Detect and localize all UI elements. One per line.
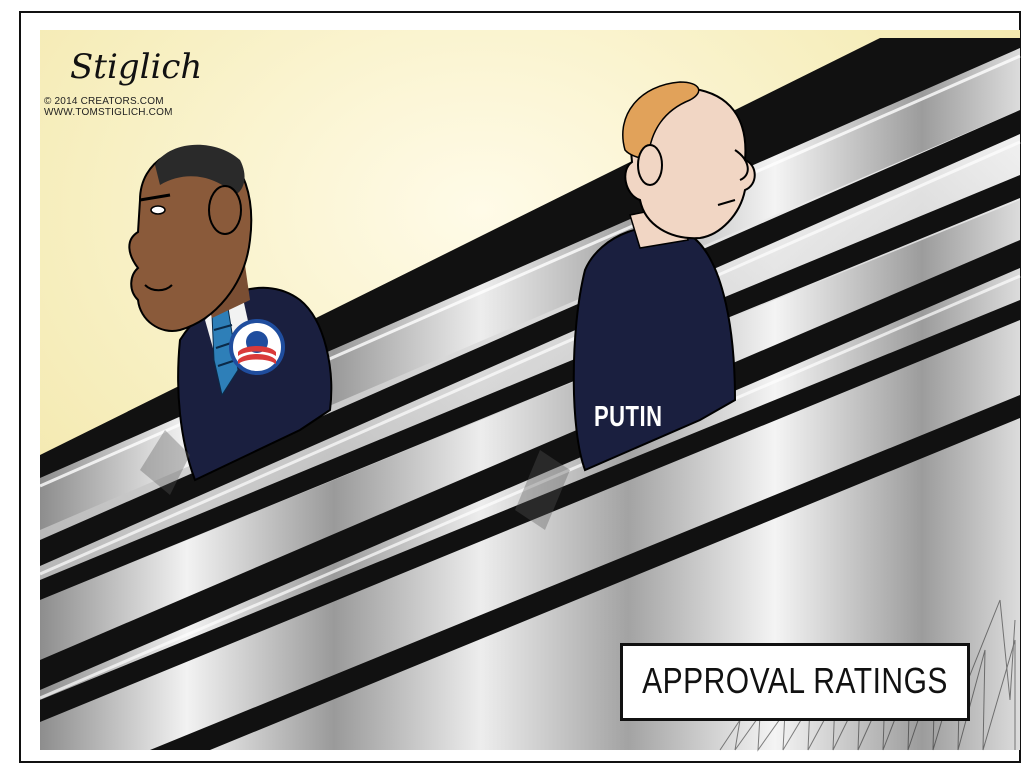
- rail-highlight-2: [39, 140, 1021, 576]
- obama-eye: [150, 205, 166, 215]
- artist-signature: Stiglich: [70, 47, 202, 87]
- handrail-middle: [40, 175, 1020, 600]
- website-text: WWW.TOMSTIGLICH.COM: [44, 107, 173, 118]
- obama-mouth: [144, 284, 173, 292]
- handrail-bottom: [40, 300, 1020, 722]
- handrail-upper: [40, 110, 1020, 566]
- caption-text: APPROVAL RATINGS: [642, 661, 948, 702]
- putin-figure: [515, 81, 756, 530]
- caption-box: APPROVAL RATINGS: [620, 643, 970, 721]
- copyright-text: © 2014 CREATORS.COM: [44, 96, 164, 107]
- scribble-texture: [719, 599, 1016, 752]
- handrail-lower: [40, 240, 1020, 690]
- putin-jacket-label: PUTIN: [594, 400, 663, 433]
- putin-shadow: [515, 450, 570, 530]
- obama-hair: [155, 144, 245, 195]
- tie-stripe-1: [213, 324, 233, 331]
- obama-brow: [139, 193, 171, 202]
- handrail-base: [150, 395, 1020, 750]
- putin-mouth: [717, 199, 736, 206]
- putin-ear: [637, 144, 663, 186]
- rail-highlight-3: [39, 274, 1021, 700]
- obama-ear: [208, 185, 242, 235]
- obama-shadow: [140, 430, 190, 495]
- putin-nose: [734, 149, 749, 181]
- obama-figure: [128, 144, 333, 495]
